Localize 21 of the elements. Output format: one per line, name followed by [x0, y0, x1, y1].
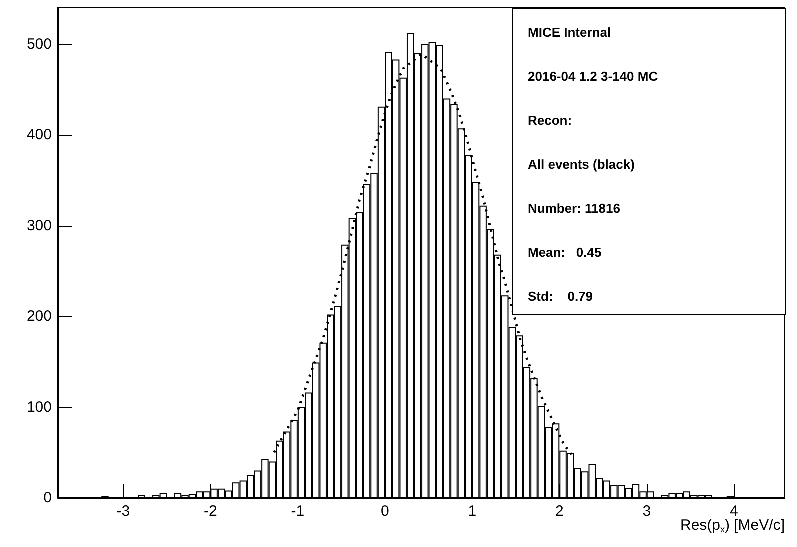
- y-tick-label: 300: [26, 217, 52, 234]
- x-tick-label: 2: [555, 503, 564, 520]
- y-tick-label: 500: [26, 36, 52, 53]
- y-tick-label: 0: [44, 490, 52, 506]
- y-tick-label: 200: [26, 308, 52, 326]
- annotation: MICE Internal: [528, 25, 612, 41]
- annotation: Mean: 0.45: [528, 245, 602, 261]
- y-tick-label: 400: [26, 126, 52, 144]
- annotation: Number: 11816: [528, 201, 620, 217]
- y-tick-label: 100: [26, 398, 52, 416]
- annotation: Std: 0.79: [528, 289, 594, 305]
- x-tick-label: 3: [642, 503, 652, 520]
- x-tick-label: 4: [730, 503, 738, 520]
- x-tick-label: -2: [204, 503, 218, 520]
- x-tick-label: 0: [380, 503, 390, 520]
- annotation: 2016-04 1.2 3-140 MC: [528, 69, 658, 85]
- x-tick-label: 1: [468, 503, 477, 520]
- annotation: All events (black): [528, 157, 635, 173]
- x-tick-label: -3: [116, 503, 130, 520]
- annotation: Recon:: [528, 113, 572, 129]
- x-tick-label: -1: [291, 503, 305, 520]
